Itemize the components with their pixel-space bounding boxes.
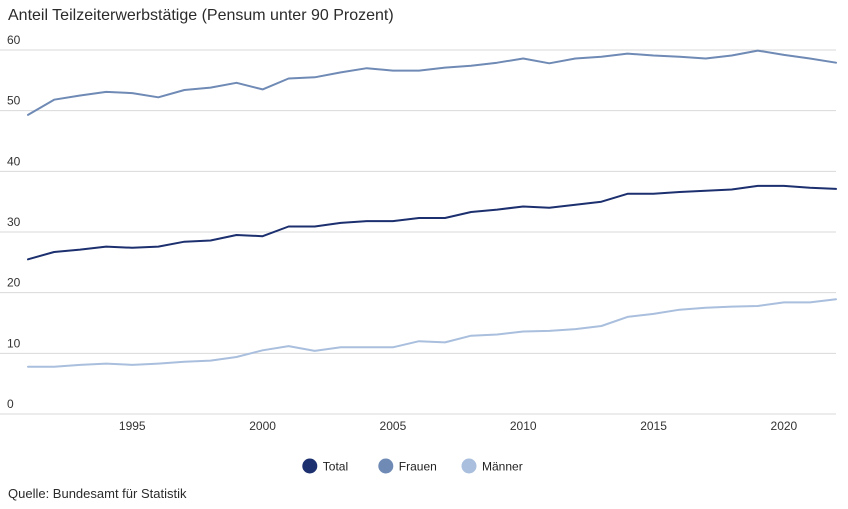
legend-label: Frauen bbox=[399, 460, 437, 474]
series-line-männer bbox=[27, 298, 837, 368]
series-line-total bbox=[27, 184, 837, 261]
y-tick-label: 20 bbox=[7, 276, 21, 290]
y-tick-label: 40 bbox=[7, 154, 21, 168]
x-tick-label: 2005 bbox=[380, 419, 407, 433]
legend-marker bbox=[378, 458, 394, 474]
x-tick-label: 2020 bbox=[771, 419, 798, 433]
y-tick-label: 60 bbox=[7, 33, 21, 47]
y-tick-label: 0 bbox=[7, 397, 14, 411]
y-tick-label: 30 bbox=[7, 215, 21, 229]
gridlines bbox=[0, 49, 836, 415]
x-axis-ticks: 1995 2000 2005 2010 2015 2020 bbox=[119, 419, 798, 433]
source-note: Quelle: Bundesamt für Statistik bbox=[8, 486, 187, 501]
series-line-frauen bbox=[27, 49, 837, 116]
legend-label: Total bbox=[323, 460, 348, 474]
x-tick-label: 2010 bbox=[510, 419, 537, 433]
y-axis-ticks: 0 10 20 30 40 50 60 bbox=[7, 33, 21, 411]
legend-marker bbox=[302, 458, 318, 474]
y-tick-label: 10 bbox=[7, 336, 21, 350]
series-lines bbox=[27, 49, 837, 368]
y-tick-label: 50 bbox=[7, 94, 21, 108]
x-tick-label: 2000 bbox=[249, 419, 276, 433]
legend-label: Männer bbox=[482, 460, 523, 474]
legend: Total Frauen Männer bbox=[302, 458, 523, 474]
x-tick-label: 2015 bbox=[640, 419, 667, 433]
x-tick-label: 1995 bbox=[119, 419, 146, 433]
legend-marker bbox=[461, 458, 477, 474]
chart-title: Anteil Teilzeiterwerbstätige (Pensum unt… bbox=[8, 7, 394, 24]
